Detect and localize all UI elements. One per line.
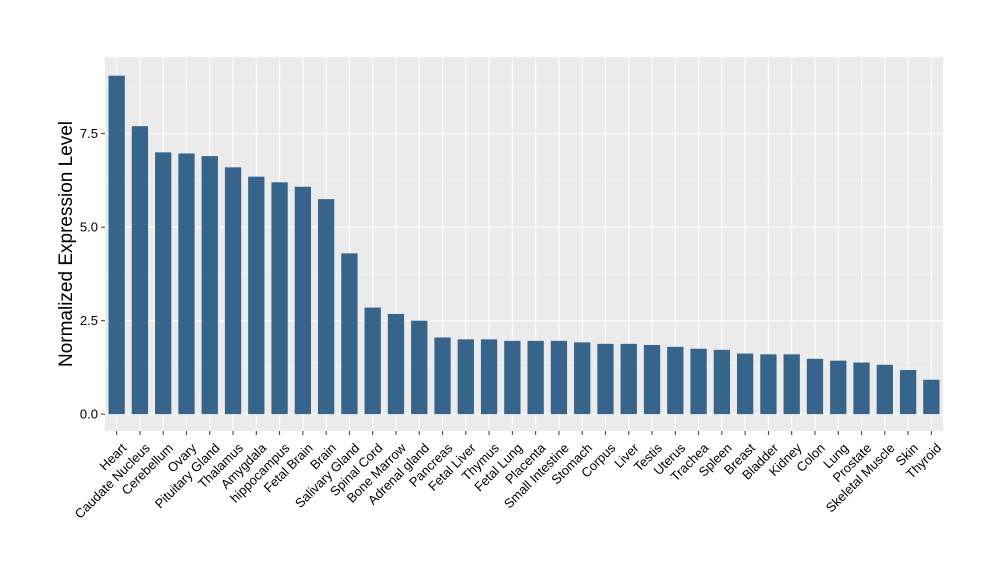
bar-corpus <box>597 343 614 415</box>
bar-heart <box>108 75 125 415</box>
bar-uterus <box>667 346 684 415</box>
bar-fetal-brain <box>294 186 312 415</box>
bar-bone-marrow <box>387 313 405 415</box>
bars <box>108 75 940 415</box>
bar-testis <box>643 344 661 415</box>
bar-lung <box>830 360 847 415</box>
bar-spleen <box>713 349 731 415</box>
bar-pituitary-gland <box>201 156 218 415</box>
bar-bladder <box>760 354 777 415</box>
bar-amygdala <box>248 176 265 415</box>
bar-hippocampus <box>271 182 288 415</box>
y-axis-title: Normalized Expression Level <box>56 121 77 367</box>
y-tick-label: 2.5 <box>80 313 98 328</box>
bar-breast <box>736 353 754 415</box>
bar-thyroid <box>923 379 940 415</box>
y-axis: 0.0 2.5 5.0 7.5 <box>80 126 105 422</box>
bar-caudate-nucleus <box>131 126 149 415</box>
bar-stomach <box>574 342 591 415</box>
bar-liver <box>620 343 637 415</box>
bar-spinal-cord <box>364 307 381 415</box>
y-tick-label: 7.5 <box>80 126 98 141</box>
bar-colon <box>806 358 824 415</box>
bar-adrenal-gland <box>411 320 428 415</box>
bar-thymus <box>480 339 498 415</box>
bar-kidney <box>783 354 800 415</box>
bar-brain <box>317 199 335 415</box>
bar-skeletal-muscle <box>876 364 893 415</box>
bar-cerebellum <box>155 152 172 415</box>
y-tick-label: 5.0 <box>80 220 98 235</box>
bar-small-intestine <box>550 340 568 415</box>
bar-trachea <box>690 348 707 415</box>
bar-placenta <box>527 340 544 415</box>
bar-fetal-liver <box>457 339 474 415</box>
bar-fetal-lung <box>504 340 521 415</box>
bar-prostate <box>853 362 870 415</box>
bar-skin <box>899 370 917 415</box>
bar-pancreas <box>434 337 451 415</box>
plot-panel <box>105 57 943 431</box>
bar-thalamus <box>224 167 242 415</box>
bar-salivary-gland <box>341 253 358 415</box>
y-tick-label: 0.0 <box>80 407 98 422</box>
bar-ovary <box>178 153 195 415</box>
